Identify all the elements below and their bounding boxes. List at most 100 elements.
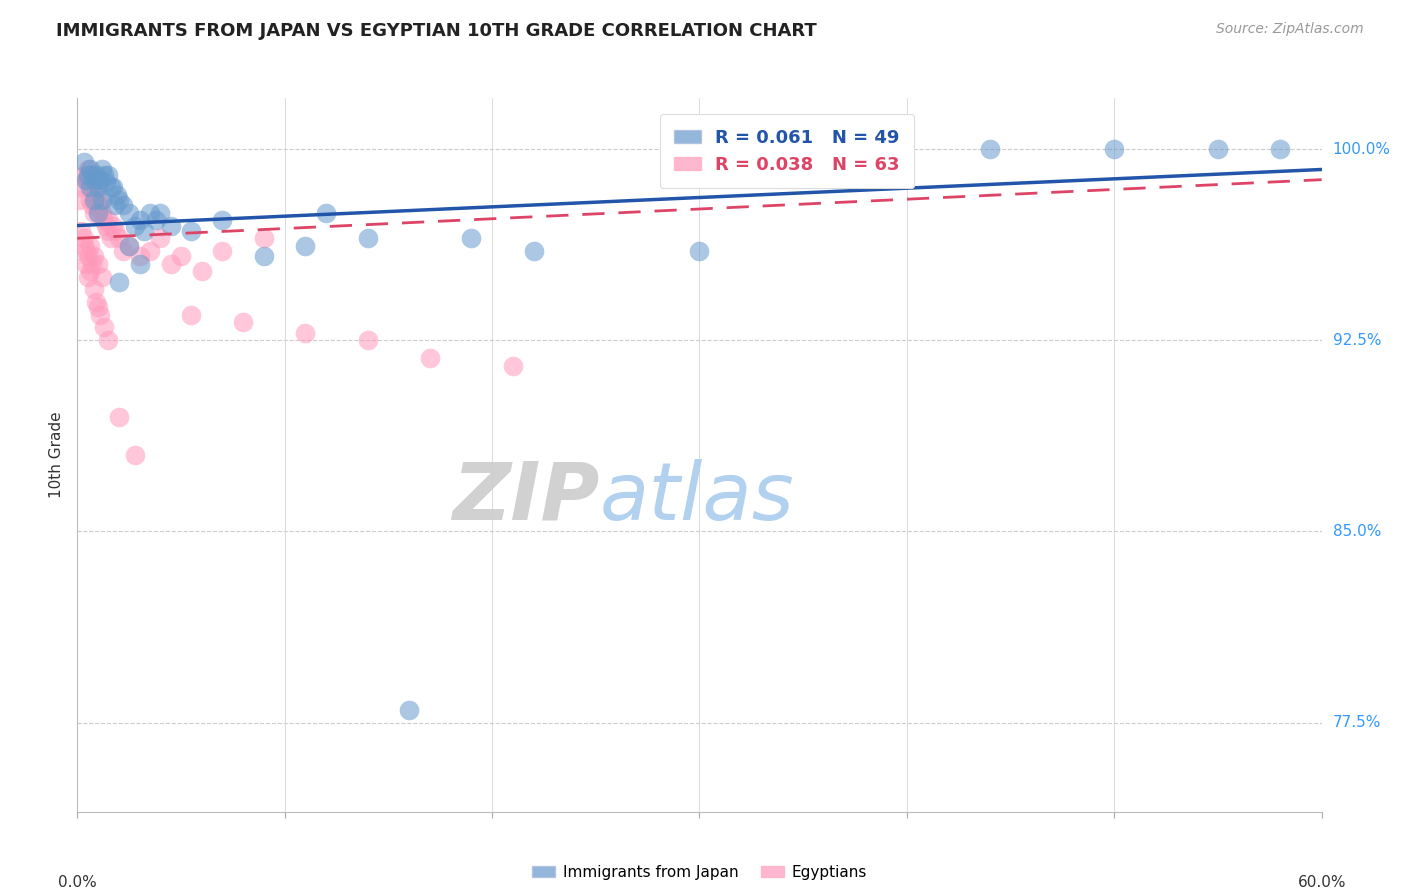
Point	[104, 198, 127, 212]
Point	[124, 448, 146, 462]
Text: Source: ZipAtlas.com: Source: ZipAtlas.com	[1216, 22, 1364, 37]
Point	[118, 239, 141, 253]
Point	[149, 206, 172, 220]
Point	[80, 180, 103, 194]
Point	[149, 231, 172, 245]
Point	[100, 180, 122, 194]
Point	[253, 231, 276, 245]
Point	[315, 206, 337, 220]
Point	[75, 172, 97, 186]
Text: 85.0%: 85.0%	[1333, 524, 1381, 539]
Point	[80, 198, 103, 212]
Point	[96, 219, 118, 233]
Point	[83, 249, 105, 263]
Text: IMMIGRANTS FROM JAPAN VS EGYPTIAN 10TH GRADE CORRELATION CHART: IMMIGRANTS FROM JAPAN VS EGYPTIAN 10TH G…	[56, 22, 817, 40]
Point	[87, 300, 110, 314]
Text: ZIP: ZIP	[453, 458, 600, 537]
Point	[80, 257, 103, 271]
Point	[100, 231, 122, 245]
Point	[89, 172, 111, 186]
Point	[460, 231, 482, 245]
Point	[89, 198, 111, 212]
Point	[91, 162, 114, 177]
Point	[357, 231, 380, 245]
Point	[83, 188, 105, 202]
Point	[111, 244, 134, 258]
Point	[124, 219, 146, 233]
Text: 100.0%: 100.0%	[1333, 142, 1391, 157]
Point	[76, 180, 98, 194]
Point	[834, 142, 856, 156]
Point	[159, 257, 181, 271]
Text: 60.0%: 60.0%	[1298, 875, 1346, 890]
Point	[93, 320, 115, 334]
Point	[91, 206, 114, 220]
Point	[87, 206, 110, 220]
Point	[87, 206, 110, 220]
Point	[76, 168, 98, 182]
Text: 77.5%: 77.5%	[1333, 715, 1381, 730]
Point	[108, 275, 129, 289]
Point	[211, 244, 233, 258]
Point	[108, 193, 129, 207]
Point	[170, 249, 193, 263]
Point	[79, 162, 101, 177]
Point	[84, 193, 107, 207]
Legend: Immigrants from Japan, Egyptians: Immigrants from Japan, Egyptians	[526, 859, 873, 886]
Point	[211, 213, 233, 227]
Point	[93, 213, 115, 227]
Point	[232, 315, 254, 329]
Point	[67, 193, 90, 207]
Point	[97, 333, 120, 347]
Point	[118, 239, 141, 253]
Point	[523, 244, 546, 258]
Point	[108, 231, 129, 245]
Point	[70, 180, 93, 194]
Point	[128, 257, 150, 271]
Point	[180, 308, 202, 322]
Text: 92.5%: 92.5%	[1333, 333, 1381, 348]
Y-axis label: 10th Grade: 10th Grade	[49, 411, 65, 499]
Point	[101, 219, 124, 233]
Point	[87, 257, 110, 271]
Point	[398, 703, 420, 717]
Point	[84, 168, 107, 182]
Point	[1104, 142, 1126, 156]
Point	[80, 168, 103, 182]
Point	[84, 295, 107, 310]
Point	[91, 269, 114, 284]
Point	[689, 244, 711, 258]
Point	[84, 198, 107, 212]
Point	[180, 224, 202, 238]
Point	[72, 231, 94, 245]
Point	[75, 172, 97, 186]
Point	[96, 175, 118, 189]
Point	[139, 244, 162, 258]
Point	[75, 244, 97, 258]
Point	[79, 180, 101, 194]
Point	[87, 180, 110, 194]
Point	[72, 239, 94, 253]
Point	[76, 249, 98, 263]
Point	[97, 168, 120, 182]
Point	[191, 264, 214, 278]
Point	[97, 213, 120, 227]
Point	[97, 224, 120, 238]
Point	[294, 326, 316, 340]
Point	[76, 269, 98, 284]
Point	[83, 282, 105, 296]
Text: 0.0%: 0.0%	[58, 875, 97, 890]
Point	[91, 193, 114, 207]
Point	[104, 224, 127, 238]
Point	[87, 193, 110, 207]
Point	[253, 249, 276, 263]
Point	[79, 168, 101, 182]
Point	[128, 249, 150, 263]
Point	[72, 168, 94, 182]
Point	[502, 359, 524, 373]
Point	[145, 213, 167, 227]
Point	[76, 162, 98, 177]
Point	[105, 188, 128, 202]
Point	[101, 180, 124, 194]
Point	[93, 168, 115, 182]
